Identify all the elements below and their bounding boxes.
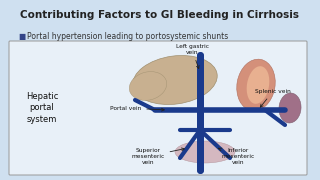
Text: Portal vein: Portal vein bbox=[110, 105, 164, 111]
Text: Portal hypertension leading to portosystemic shunts: Portal hypertension leading to portosyst… bbox=[27, 32, 228, 41]
Ellipse shape bbox=[129, 72, 167, 100]
Ellipse shape bbox=[279, 93, 301, 123]
Text: ■: ■ bbox=[18, 32, 25, 41]
Text: Contributing Factors to GI Bleeding in Cirrhosis: Contributing Factors to GI Bleeding in C… bbox=[20, 10, 300, 20]
Ellipse shape bbox=[247, 66, 269, 104]
FancyBboxPatch shape bbox=[9, 41, 307, 175]
Ellipse shape bbox=[175, 141, 235, 163]
Text: Hepatic
portal
system: Hepatic portal system bbox=[26, 92, 58, 124]
Ellipse shape bbox=[237, 59, 275, 111]
Ellipse shape bbox=[133, 55, 217, 105]
Text: Left gastric
vein: Left gastric vein bbox=[175, 44, 209, 69]
Text: Superior
mesenteric
vein: Superior mesenteric vein bbox=[132, 148, 184, 165]
Text: Inferior
mesenteric
vein: Inferior mesenteric vein bbox=[219, 148, 255, 165]
Text: Splenic vein: Splenic vein bbox=[255, 89, 291, 107]
